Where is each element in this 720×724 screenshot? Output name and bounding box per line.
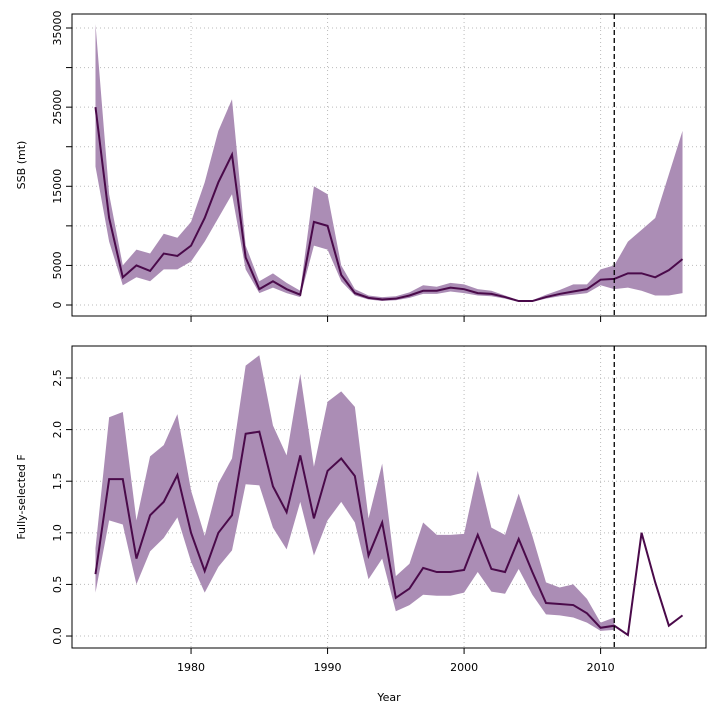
y-tick-label: 5000 [51,251,64,279]
plot-frame [71,345,707,649]
confidence-band [95,355,615,631]
confidence-band [95,24,683,302]
x-tick-label: 1990 [314,661,342,674]
y-tick-label: 0.0 [51,627,64,645]
y-tick-label: 25000 [51,90,64,125]
y-tick-label: 0 [51,301,64,308]
y-tick-label: 1.0 [51,524,64,542]
y-tick-label: 15000 [51,169,64,204]
y-axis-label: SSB (mt) [15,141,28,190]
y-tick-label: 35000 [51,11,64,46]
y-axis-label: Fully-selected F [15,454,28,539]
x-tick-label: 2000 [450,661,478,674]
x-tick-label: 1980 [177,661,205,674]
estimate-line [94,107,684,303]
y-tick-label: 2.0 [51,421,64,439]
y-tick-label: 0.5 [51,576,64,594]
y-tick-label: 1.5 [51,472,64,490]
plot-frame [71,13,707,317]
x-tick-label: 2010 [587,661,615,674]
estimate-line [94,430,684,637]
x-axis-label: Year [376,691,401,704]
y-tick-label: 2.5 [51,369,64,387]
